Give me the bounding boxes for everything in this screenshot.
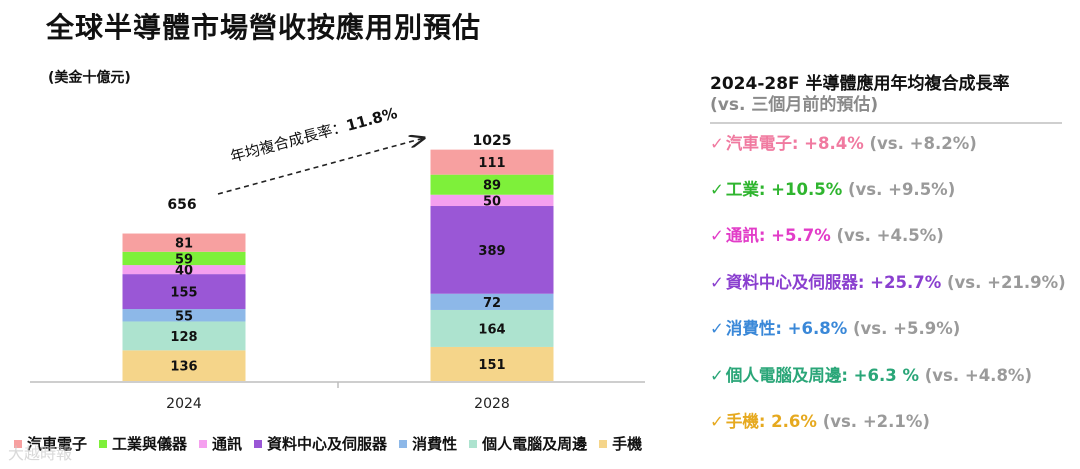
cagr-value: +25.7% [870,273,947,292]
bar-segment [122,309,246,322]
bar-value-label: 59 [175,252,193,267]
check-icon: ✓ [710,226,724,245]
bar-segment [430,309,554,347]
legend-item: 個人電腦及周邊 [469,433,587,454]
cagr-row: ✓ 資料中心及伺服器: +25.7% (vs. +21.9%) [710,269,1066,293]
legend-item: 手機 [599,433,642,454]
bar-value-label: 72 [483,296,501,311]
legend-label: 個人電腦及周邊 [482,435,588,453]
bar-value-label: 151 [478,358,505,373]
legend-item: 工業與儀器 [99,433,187,454]
cagr-value: +10.5% [771,180,848,199]
bar-segment [122,321,246,351]
watermark: 大越時報 [8,444,73,463]
cagr-label: 工業: [725,180,772,199]
bar-value-label: 89 [483,179,501,194]
panel-title: 2024-28F 半導體應用年均複合成長率 [710,74,1010,94]
bar-value-label: 111 [478,156,505,171]
legend-label: 消費性 [412,435,458,453]
legend-swatch [254,439,263,448]
cagr-previous: (vs. +9.5%) [847,180,956,199]
legend-swatch [99,439,108,448]
bar-segment [430,346,554,381]
cagr-previous: (vs. +5.9%) [853,319,961,338]
bar-segment [122,265,246,275]
bar-value-label: 50 [483,194,501,209]
x-tick-label: 2024 [166,396,202,412]
bar-segment [122,274,246,310]
bar-value-label: 40 [175,264,193,279]
cagr-previous: (vs. +4.5%) [836,226,944,245]
cagr-previous: (vs. +21.9%) [946,273,1066,292]
bar-segment [430,149,554,175]
bar-value-label: 55 [175,309,193,324]
check-icon: ✓ [710,412,724,431]
cagr-value: 2.6% [771,412,823,431]
chart-legend: 汽車電子 工業與儀器 通訊 資料中心及伺服器 消費性 個人電腦及周邊 手機 [14,433,654,454]
bar-segment [430,293,554,310]
bar-segment [122,251,246,266]
cagr-row: ✓ 消費性: +6.8% (vs. +5.9%) [710,315,960,339]
unit-label: (美金十億元) [48,70,131,86]
bar-segment [430,174,554,195]
bar-segment [430,194,554,207]
cagr-row: ✓ 手機: 2.6% (vs. +2.1%) [710,408,930,432]
bar-value-label: 128 [170,330,197,345]
cagr-row: ✓ 汽車電子: +8.4% (vs. +8.2%) [710,130,977,154]
bar-value-label: 136 [170,360,197,375]
cagr-previous: (vs. +4.8%) [924,366,1033,385]
cagr-value: +6.8% [787,319,854,338]
check-icon: ✓ [710,366,724,385]
cagr-row: ✓ 工業: +10.5% (vs. +9.5%) [710,176,955,200]
cagr-row: ✓ 通訊: +5.7% (vs. +4.5%) [710,222,944,246]
legend-label: 手機 [612,435,643,453]
bar-value-label: 155 [170,286,197,301]
check-icon: ✓ [710,180,724,199]
bar-total-label: 656 [167,197,196,213]
cagr-row: ✓ 個人電腦及周邊: +6.3 % (vs. +4.8%) [710,362,1032,386]
panel-divider [710,122,1062,124]
legend-swatch [399,439,408,448]
panel-subtitle: (vs. 三個月前的預估) [710,95,879,115]
legend-swatch [199,439,208,448]
cagr-panel: 2024-28F 半導體應用年均複合成長率 (vs. 三個月前的預估) ✓ 汽車電… [710,74,1072,431]
legend-swatch [14,439,22,448]
legend-label: 資料中心及伺服器 [267,435,388,453]
legend-item: 汽車電子 [14,433,87,454]
check-icon: ✓ [710,134,724,153]
cagr-annotation: 年均複合成長率：11.8% [228,104,399,166]
page-title: 全球半導體市場營收按應用別預估 [46,11,482,44]
bar-segment [122,350,246,381]
x-tick-label: 2028 [474,396,510,412]
bar-segment [122,233,246,252]
legend-swatch [599,439,608,448]
cagr-label: 資料中心及伺服器: [725,273,871,292]
legend-item: 資料中心及伺服器 [254,433,387,454]
bar-value-label: 164 [478,322,505,337]
check-icon: ✓ [710,273,724,292]
cagr-value: +8.4% [804,134,870,153]
cagr-label: 通訊: [725,226,772,245]
cagr-label: 消費性: [725,319,788,338]
cagr-label: 汽車電子: [725,134,805,153]
bar-segment [430,206,554,294]
legend-item: 消費性 [399,433,457,454]
legend-label: 汽車電子 [27,435,88,453]
legend-label: 通訊 [212,435,243,453]
legend-label: 工業與儀器 [112,435,188,453]
check-icon: ✓ [710,319,724,338]
bar-total-label: 1025 [473,133,512,149]
cagr-previous: (vs. +8.2%) [869,134,977,153]
cagr-label: 個人電腦及周邊: [725,366,854,385]
bar-value-label: 81 [175,237,193,252]
legend-swatch [469,439,478,448]
legend-item: 通訊 [199,433,242,454]
cagr-value: +6.3 % [853,366,925,385]
cagr-value: +5.7% [771,226,837,245]
cagr-previous: (vs. +2.1%) [822,412,930,431]
cagr-label: 手機: [725,412,772,431]
bar-value-label: 389 [478,244,505,259]
